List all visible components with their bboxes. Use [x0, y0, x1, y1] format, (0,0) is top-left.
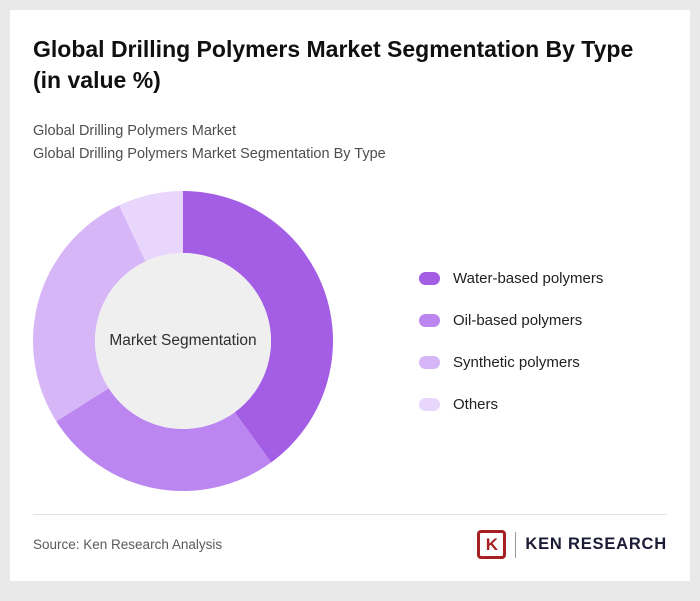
chart-subtitle-2: Global Drilling Polymers Market Segmenta…	[33, 145, 386, 162]
chart-subtitle-1: Global Drilling Polymers Market	[33, 123, 237, 140]
donut-segment-2[interactable]	[33, 205, 146, 422]
legend-swatch-icon	[419, 355, 440, 369]
legend-label: Others	[453, 395, 499, 413]
legend-item-synthetic-polymers[interactable]: Synthetic polymers	[419, 354, 603, 371]
donut-segment-1[interactable]	[56, 388, 272, 492]
legend-label: Synthetic polymers	[453, 353, 580, 371]
donut-center-circle	[95, 253, 271, 430]
donut-segment-3[interactable]	[119, 191, 183, 262]
legend-swatch-icon	[419, 271, 440, 285]
logo-separator	[515, 531, 517, 558]
footer: Source: Ken Research Analysis K KEN RESE…	[33, 514, 667, 573]
chart-card: Global Drilling Polymers Market Segmenta…	[10, 10, 690, 581]
ken-research-logo-icon: K	[477, 530, 507, 559]
legend-swatch-icon	[419, 397, 440, 411]
ken-research-logo: K KEN RESEARCH	[477, 530, 667, 559]
legend-item-oil-based-polymers[interactable]: Oil-based polymers	[419, 312, 603, 329]
legend-label: Water-based polymers	[453, 269, 604, 287]
chart-area: Market Segmentation Water-based polymers…	[33, 191, 667, 492]
legend-item-others[interactable]: Others	[419, 396, 603, 413]
legend-swatch-icon	[419, 313, 440, 327]
donut-chart: Market Segmentation	[33, 191, 333, 492]
donut-chart-svg	[33, 191, 333, 492]
chart-legend: Water-based polymers Oil-based polymers …	[419, 270, 603, 413]
page-title: Global Drilling Polymers Market Segmenta…	[33, 36, 634, 94]
legend-item-water-based-polymers[interactable]: Water-based polymers	[419, 270, 603, 287]
donut-segment-0[interactable]	[183, 191, 333, 463]
ken-research-logo-text: KEN RESEARCH	[525, 535, 667, 553]
source-attribution: Source: Ken Research Analysis	[33, 537, 223, 552]
legend-label: Oil-based polymers	[453, 311, 583, 329]
